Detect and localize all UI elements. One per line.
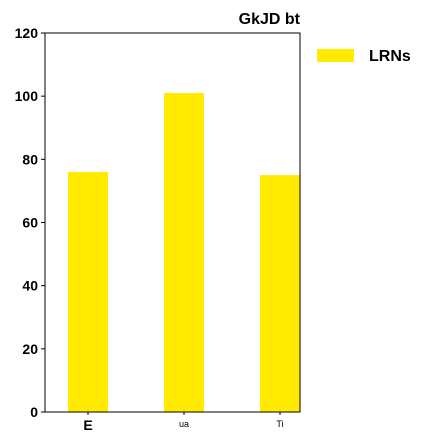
chart-title: GkJD bt bbox=[239, 11, 301, 28]
legend-label: LRNs bbox=[369, 48, 411, 65]
y-tick-label: 60 bbox=[22, 215, 38, 231]
y-tick-label: 80 bbox=[22, 151, 38, 167]
x-tick-label: E bbox=[83, 417, 92, 433]
x-tick-label: Ti bbox=[276, 419, 283, 429]
y-tick-label: 100 bbox=[15, 88, 39, 104]
legend-swatch bbox=[317, 49, 354, 62]
y-tick-label: 120 bbox=[15, 25, 39, 41]
y-axis: 0 20 40 60 80 100 120 bbox=[15, 25, 45, 420]
bar-e bbox=[68, 172, 108, 412]
y-tick-label: 40 bbox=[22, 278, 38, 294]
x-tick-label: ua bbox=[179, 419, 189, 429]
bar-ua bbox=[164, 93, 204, 412]
y-tick-label: 20 bbox=[22, 341, 38, 357]
bar-ti bbox=[260, 175, 300, 412]
legend: LRNs bbox=[317, 48, 411, 65]
y-tick-label: 0 bbox=[30, 404, 38, 420]
bars bbox=[68, 93, 300, 412]
